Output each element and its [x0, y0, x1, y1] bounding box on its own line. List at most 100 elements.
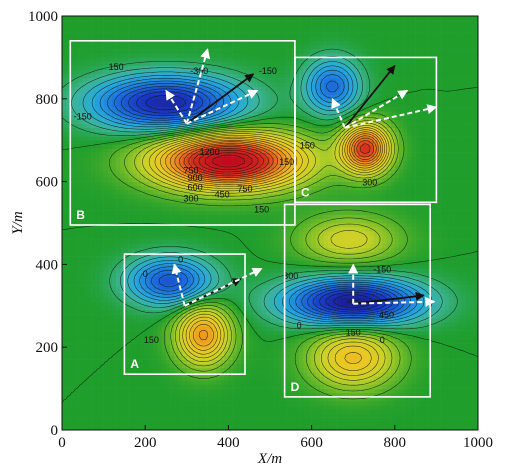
heatmap-cell: [74, 276, 79, 282]
heatmap-cell: [265, 305, 271, 311]
heatmap-cell: [265, 425, 271, 430]
heatmap-cell: [240, 314, 246, 319]
heatmap-cell: [174, 202, 179, 207]
heatmap-cell: [265, 127, 271, 133]
heatmap-cell: [265, 102, 271, 108]
heatmap-cell: [236, 90, 242, 95]
heatmap-cell: [91, 227, 96, 232]
heatmap-cell: [257, 330, 262, 336]
heatmap-cell: [74, 272, 79, 278]
heatmap-cell: [91, 409, 96, 414]
heatmap-cell: [70, 343, 75, 348]
heatmap-cell: [124, 65, 129, 71]
heatmap-cell: [70, 24, 75, 29]
heatmap-cell: [107, 152, 113, 158]
heatmap-cell: [195, 235, 200, 240]
heatmap-cell: [66, 169, 71, 174]
heatmap-cell: [203, 136, 208, 141]
heatmap-cell: [157, 367, 163, 373]
heatmap-cell: [224, 293, 229, 298]
heatmap-cell: [132, 181, 138, 187]
heatmap-cell: [249, 94, 254, 100]
heatmap-cell: [99, 392, 104, 398]
heatmap-cell: [220, 322, 225, 327]
heatmap-cell: [170, 169, 175, 174]
heatmap-cell: [111, 173, 117, 178]
heatmap-cell: [178, 218, 183, 224]
heatmap-cell: [249, 214, 254, 220]
heatmap-cell: [253, 140, 258, 145]
heatmap-cell: [249, 392, 254, 398]
heatmap-cell: [236, 107, 242, 112]
heatmap-cell: [236, 413, 242, 418]
heatmap-cell: [215, 388, 221, 394]
heatmap-cell: [124, 90, 129, 95]
heatmap-cell: [66, 61, 71, 66]
heatmap-cell: [166, 396, 171, 402]
heatmap-cell: [182, 82, 188, 87]
heatmap-cell: [107, 194, 113, 199]
heatmap-cell: [174, 330, 179, 336]
heatmap-cell: [166, 198, 171, 203]
heatmap-cell: [157, 330, 163, 336]
heatmap-cell: [149, 210, 154, 216]
heatmap-cell: [136, 28, 142, 33]
heatmap-cell: [124, 214, 129, 220]
heatmap-cell: [220, 218, 225, 224]
heatmap-cell: [149, 293, 154, 298]
heatmap-cell: [132, 396, 138, 402]
heatmap-cell: [220, 36, 225, 42]
heatmap-cell: [70, 227, 75, 232]
heatmap-cell: [182, 210, 188, 216]
heatmap-cell: [124, 417, 129, 423]
heatmap-cell: [199, 32, 204, 37]
heatmap-cell: [186, 272, 192, 278]
heatmap-cell: [190, 380, 196, 385]
heatmap-cell: [136, 40, 142, 46]
heatmap-cell: [120, 111, 125, 116]
heatmap-cell: [62, 413, 67, 418]
heatmap-cell: [190, 57, 196, 62]
heatmap-cell: [186, 413, 192, 418]
heatmap-cell: [91, 318, 96, 323]
heatmap-cell: [149, 78, 154, 83]
heatmap-cell: [66, 111, 71, 116]
heatmap-cell: [240, 343, 246, 348]
heatmap-cell: [157, 127, 163, 133]
heatmap-cell: [149, 218, 154, 224]
heatmap-cell: [232, 185, 238, 191]
heatmap-cell: [149, 330, 154, 336]
heatmap-cell: [116, 160, 121, 166]
heatmap-cell: [207, 421, 213, 427]
heatmap-cell: [153, 363, 158, 369]
heatmap-cell: [141, 318, 146, 323]
heatmap-cell: [161, 405, 167, 410]
heatmap-cell: [82, 53, 88, 58]
heatmap-cell: [70, 111, 75, 116]
heatmap-cell: [261, 160, 267, 166]
heatmap-cell: [124, 351, 129, 356]
heatmap-cell: [78, 355, 84, 360]
heatmap-cell: [132, 36, 138, 42]
heatmap-cell: [261, 392, 267, 398]
heatmap-cell: [149, 318, 154, 323]
heatmap-cell: [245, 214, 250, 220]
heatmap-cell: [99, 115, 104, 120]
heatmap-cell: [145, 231, 150, 236]
heatmap-cell: [220, 177, 225, 182]
heatmap-cell: [153, 49, 158, 54]
heatmap-cell: [111, 185, 117, 191]
heatmap-cell: [66, 107, 71, 112]
heatmap-cell: [195, 144, 200, 149]
heatmap-cell: [82, 181, 88, 187]
heatmap-cell: [95, 16, 100, 21]
heatmap-cell: [66, 231, 71, 236]
heatmap-cell: [153, 181, 158, 187]
heatmap-cell: [82, 202, 88, 207]
heatmap-cell: [174, 152, 179, 158]
heatmap-cell: [224, 301, 229, 307]
heatmap-cell: [236, 16, 242, 21]
heatmap-cell: [91, 392, 96, 398]
heatmap-cell: [74, 210, 79, 216]
heatmap-cell: [141, 409, 146, 414]
